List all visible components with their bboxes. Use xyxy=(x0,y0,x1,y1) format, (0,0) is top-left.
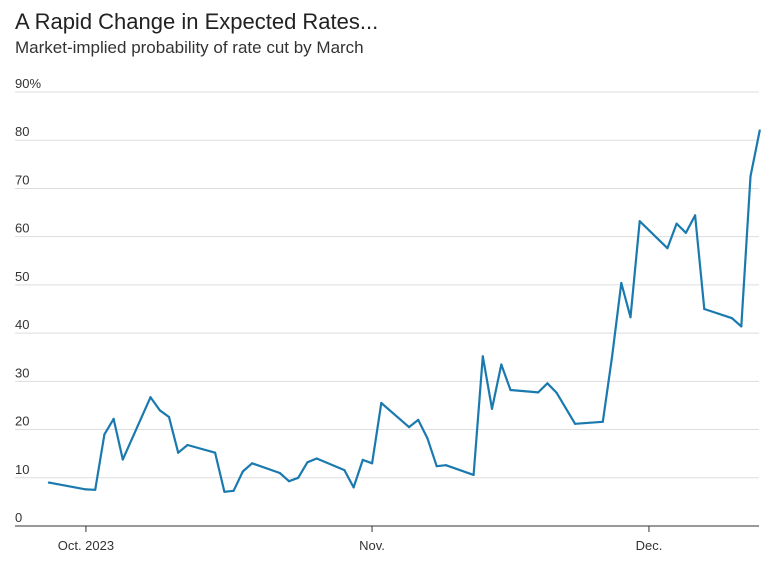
chart-subtitle: Market-implied probability of rate cut b… xyxy=(15,38,364,57)
data-point xyxy=(186,443,189,447)
data-point xyxy=(620,281,623,285)
data-point xyxy=(315,457,318,460)
data-point xyxy=(610,356,614,359)
data-point xyxy=(223,490,226,493)
y-axis-labels: 0 10 20 30 40 50 60 70 80 90% xyxy=(15,76,41,525)
data-point xyxy=(509,388,512,392)
data-point xyxy=(684,231,688,234)
x-tick-label: Nov. xyxy=(359,538,385,553)
data-point xyxy=(407,426,411,429)
data-point xyxy=(121,458,124,461)
data-point xyxy=(47,481,51,484)
data-point xyxy=(232,489,235,492)
data-point xyxy=(500,363,503,366)
series-line-0 xyxy=(47,129,761,493)
y-tick-label: 30 xyxy=(15,365,29,380)
x-tick-label: Oct. 2023 xyxy=(58,538,114,553)
chart-title: A Rapid Change in Expected Rates... xyxy=(15,9,379,34)
y-tick-label: 40 xyxy=(15,317,29,332)
data-point xyxy=(306,461,309,464)
data-point xyxy=(666,247,669,250)
data-point xyxy=(730,317,734,320)
gridlines xyxy=(15,91,759,479)
data-point xyxy=(241,470,244,473)
data-point xyxy=(214,451,217,454)
data-point xyxy=(103,433,106,436)
x-tick-label: Dec. xyxy=(636,538,663,553)
data-point xyxy=(481,355,484,358)
data-point xyxy=(537,391,540,394)
data-point xyxy=(546,382,549,385)
y-tick-label: 10 xyxy=(15,462,29,477)
data-point xyxy=(371,462,374,465)
data-point xyxy=(675,222,678,225)
data-point xyxy=(149,396,152,399)
data-point xyxy=(417,418,420,421)
data-point xyxy=(703,307,706,311)
data-point xyxy=(435,465,438,468)
data-point xyxy=(490,407,494,410)
data-point xyxy=(555,391,558,394)
data-point xyxy=(740,325,743,328)
y-tick-label: 60 xyxy=(15,221,29,236)
data-point xyxy=(278,471,281,475)
x-axis: Oct. 2023 Nov. Dec. xyxy=(15,525,759,553)
data-point xyxy=(749,175,752,178)
data-point xyxy=(352,486,355,489)
data-point xyxy=(694,214,697,217)
data-point xyxy=(758,129,761,132)
data-point xyxy=(177,451,180,454)
y-tick-label: 20 xyxy=(15,414,29,429)
data-point xyxy=(638,220,641,223)
data-point xyxy=(629,316,632,319)
y-tick-label: 0 xyxy=(15,510,22,525)
data-point xyxy=(297,476,300,479)
data-point xyxy=(84,488,87,491)
data-point xyxy=(167,415,171,419)
data-point xyxy=(426,437,429,440)
data-point xyxy=(574,422,577,425)
data-point xyxy=(251,462,254,465)
data-point xyxy=(343,469,346,472)
y-tick-label: 90% xyxy=(15,76,41,91)
data-point xyxy=(112,417,115,420)
y-tick-label: 50 xyxy=(15,269,29,284)
data-point xyxy=(472,473,475,476)
data-point xyxy=(601,420,604,423)
series-layer xyxy=(47,129,761,493)
data-point xyxy=(361,458,364,461)
data-point xyxy=(380,401,383,405)
y-tick-label: 70 xyxy=(15,172,29,187)
data-point xyxy=(94,488,97,491)
data-point xyxy=(158,409,161,412)
y-tick-label: 80 xyxy=(15,124,29,139)
data-point xyxy=(287,480,291,483)
data-point xyxy=(444,464,447,467)
